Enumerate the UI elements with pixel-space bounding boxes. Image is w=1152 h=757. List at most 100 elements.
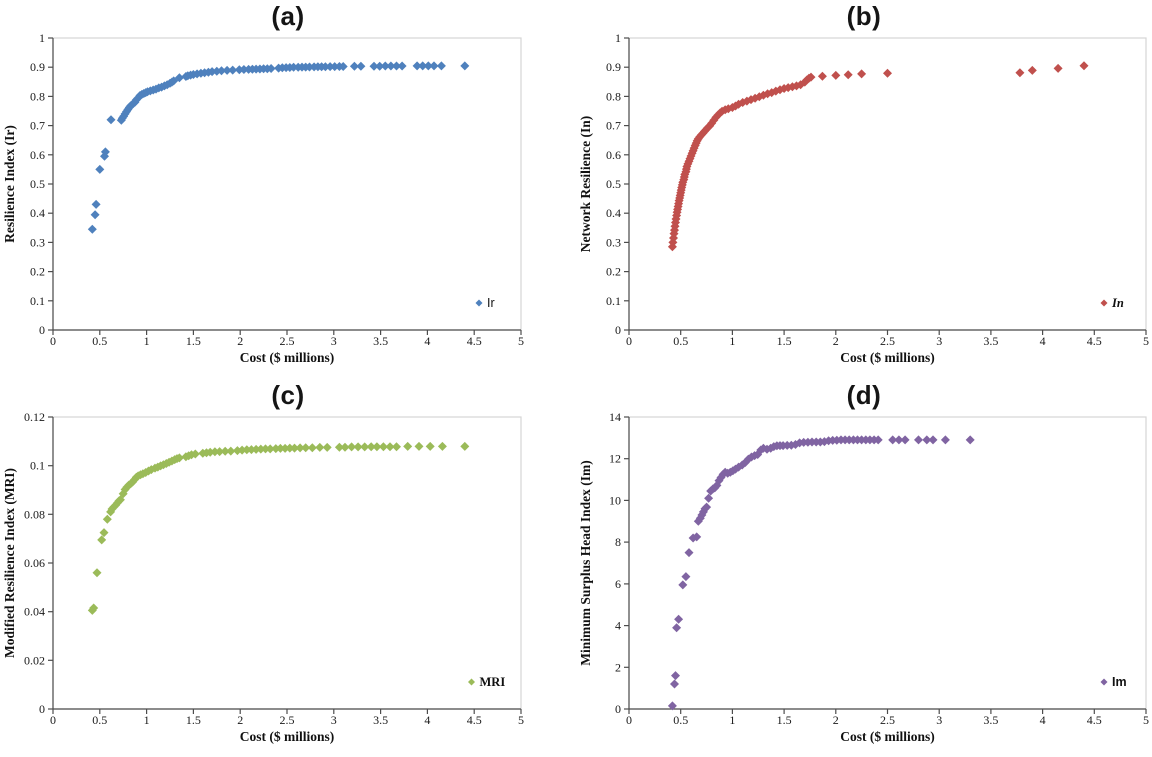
data-point <box>758 443 768 453</box>
data-point <box>305 62 314 72</box>
data-point <box>289 62 299 72</box>
data-point <box>380 61 390 71</box>
data-point <box>174 453 184 463</box>
axes <box>52 38 521 331</box>
x-tick-label: 0 <box>50 713 56 727</box>
data-point <box>385 442 395 452</box>
x-tick-label: 2.5 <box>280 713 295 727</box>
data-point <box>256 444 266 454</box>
data-points <box>667 435 975 711</box>
legend: MRI <box>468 675 505 689</box>
panel-b-title: (b) <box>846 1 882 31</box>
legend-marker-icon <box>1100 678 1108 686</box>
plot-border <box>628 416 1147 710</box>
y-axis-ticks: 0 0.02 0.04 0.06 0.08 0.1 0.12 <box>24 410 53 716</box>
data-point <box>767 88 777 98</box>
data-point <box>894 435 904 445</box>
data-point <box>1053 63 1063 73</box>
y-tick-label: 2 <box>615 660 621 674</box>
data-point <box>356 61 366 71</box>
y-tick-label: 0 <box>615 323 621 337</box>
data-point <box>392 442 401 452</box>
panel-c: (c) 0 0.02 0.04 0.06 0.08 0.1 0.12 0 0.5 1 1.5 2 2.5… <box>0 379 576 757</box>
data-point <box>265 444 275 454</box>
data-point <box>102 514 112 524</box>
data-point <box>412 61 422 71</box>
data-point <box>775 85 785 95</box>
x-tick-label: 0.5 <box>673 334 688 348</box>
y-tick-label: 0.7 <box>30 119 45 133</box>
y-tick-label: 8 <box>615 535 621 549</box>
y-tick-label: 0.1 <box>30 294 45 308</box>
data-point <box>806 72 816 82</box>
x-tick-label: 5 <box>518 334 524 348</box>
x-tick-label: 0.5 <box>673 713 688 727</box>
y-tick-label: 12 <box>609 452 621 466</box>
data-point <box>672 623 682 633</box>
x-tick-label: 0.5 <box>92 713 107 727</box>
x-tick-label: 3 <box>936 334 942 348</box>
y-axis-ticks: 0 0.1 0.2 0.3 0.4 0.5 0.6 0.7 0.8 0.9 1 <box>30 31 53 337</box>
data-point <box>873 435 883 445</box>
y-axis-ticks: 0 0.1 0.2 0.3 0.4 0.5 0.6 0.7 0.8 0.9 1 <box>606 31 629 337</box>
y-tick-label: 0.4 <box>606 206 621 220</box>
data-point <box>338 62 348 71</box>
x-tick-label: 4.5 <box>467 334 482 348</box>
data-point <box>707 118 717 128</box>
data-point <box>378 442 388 452</box>
data-point <box>290 443 299 453</box>
y-tick-label: 0 <box>39 323 45 337</box>
data-point <box>753 450 763 459</box>
data-point <box>425 441 435 451</box>
data-point <box>91 199 101 209</box>
data-point <box>322 442 332 452</box>
data-point <box>307 443 317 453</box>
y-axis-title: Network Resilience (In) <box>578 116 593 252</box>
data-point <box>366 442 376 452</box>
data-point <box>239 65 249 74</box>
y-axis-ticks: 0 2 4 6 8 10 12 14 <box>609 410 629 716</box>
data-point <box>205 447 215 457</box>
data-point <box>215 447 225 457</box>
data-point <box>883 68 892 78</box>
data-point <box>1015 68 1025 78</box>
x-axis-title: Cost ($ millions) <box>840 350 935 365</box>
panel-b: (b) 0 0.1 0.2 0.3 0.4 0.5 0.6 0.7 0.8 0.9 1 0 0.5 1 1.… <box>576 0 1152 379</box>
y-tick-label: 0.2 <box>30 265 45 279</box>
y-tick-label: 4 <box>615 619 621 633</box>
y-tick-label: 0.8 <box>30 89 45 103</box>
data-points <box>87 441 470 615</box>
y-tick-label: 0.6 <box>30 148 45 162</box>
y-tick-label: 0.9 <box>606 60 621 74</box>
x-tick-label: 0 <box>626 713 632 727</box>
data-point <box>704 493 714 503</box>
y-tick-label: 0.9 <box>30 60 45 74</box>
x-tick-label: 0 <box>626 334 632 348</box>
x-tick-label: 5 <box>1143 334 1149 348</box>
data-point <box>418 61 428 71</box>
y-tick-label: 0.3 <box>30 235 45 249</box>
panel-a-title: (a) <box>271 1 305 31</box>
data-point <box>414 441 424 451</box>
data-point <box>888 435 898 445</box>
data-point <box>698 507 708 517</box>
chart-svg-b: 0 0.1 0.2 0.3 0.4 0.5 0.6 0.7 0.8 0.9 1 0 0.5 1 1.5 2 2.… <box>578 31 1149 365</box>
data-point <box>922 435 932 445</box>
data-point <box>460 441 470 451</box>
data-point <box>678 580 688 590</box>
data-point <box>738 98 748 107</box>
data-point <box>671 671 680 681</box>
x-tick-label: 3.5 <box>983 334 998 348</box>
panel-c-title: (c) <box>271 380 305 410</box>
y-axis-title: Modified Resilience Index (MRI) <box>2 468 17 658</box>
data-point <box>743 454 753 464</box>
data-point <box>831 70 841 80</box>
x-axis-ticks: 0 0.5 1 1.5 2 2.5 3 3.5 4 4.5 5 <box>50 330 524 348</box>
data-point <box>246 445 256 455</box>
legend-label: Ir <box>487 296 495 310</box>
data-point <box>737 460 747 470</box>
x-tick-label: 1 <box>144 334 150 348</box>
x-tick-label: 1.5 <box>777 334 792 348</box>
x-tick-label: 2 <box>833 713 839 727</box>
